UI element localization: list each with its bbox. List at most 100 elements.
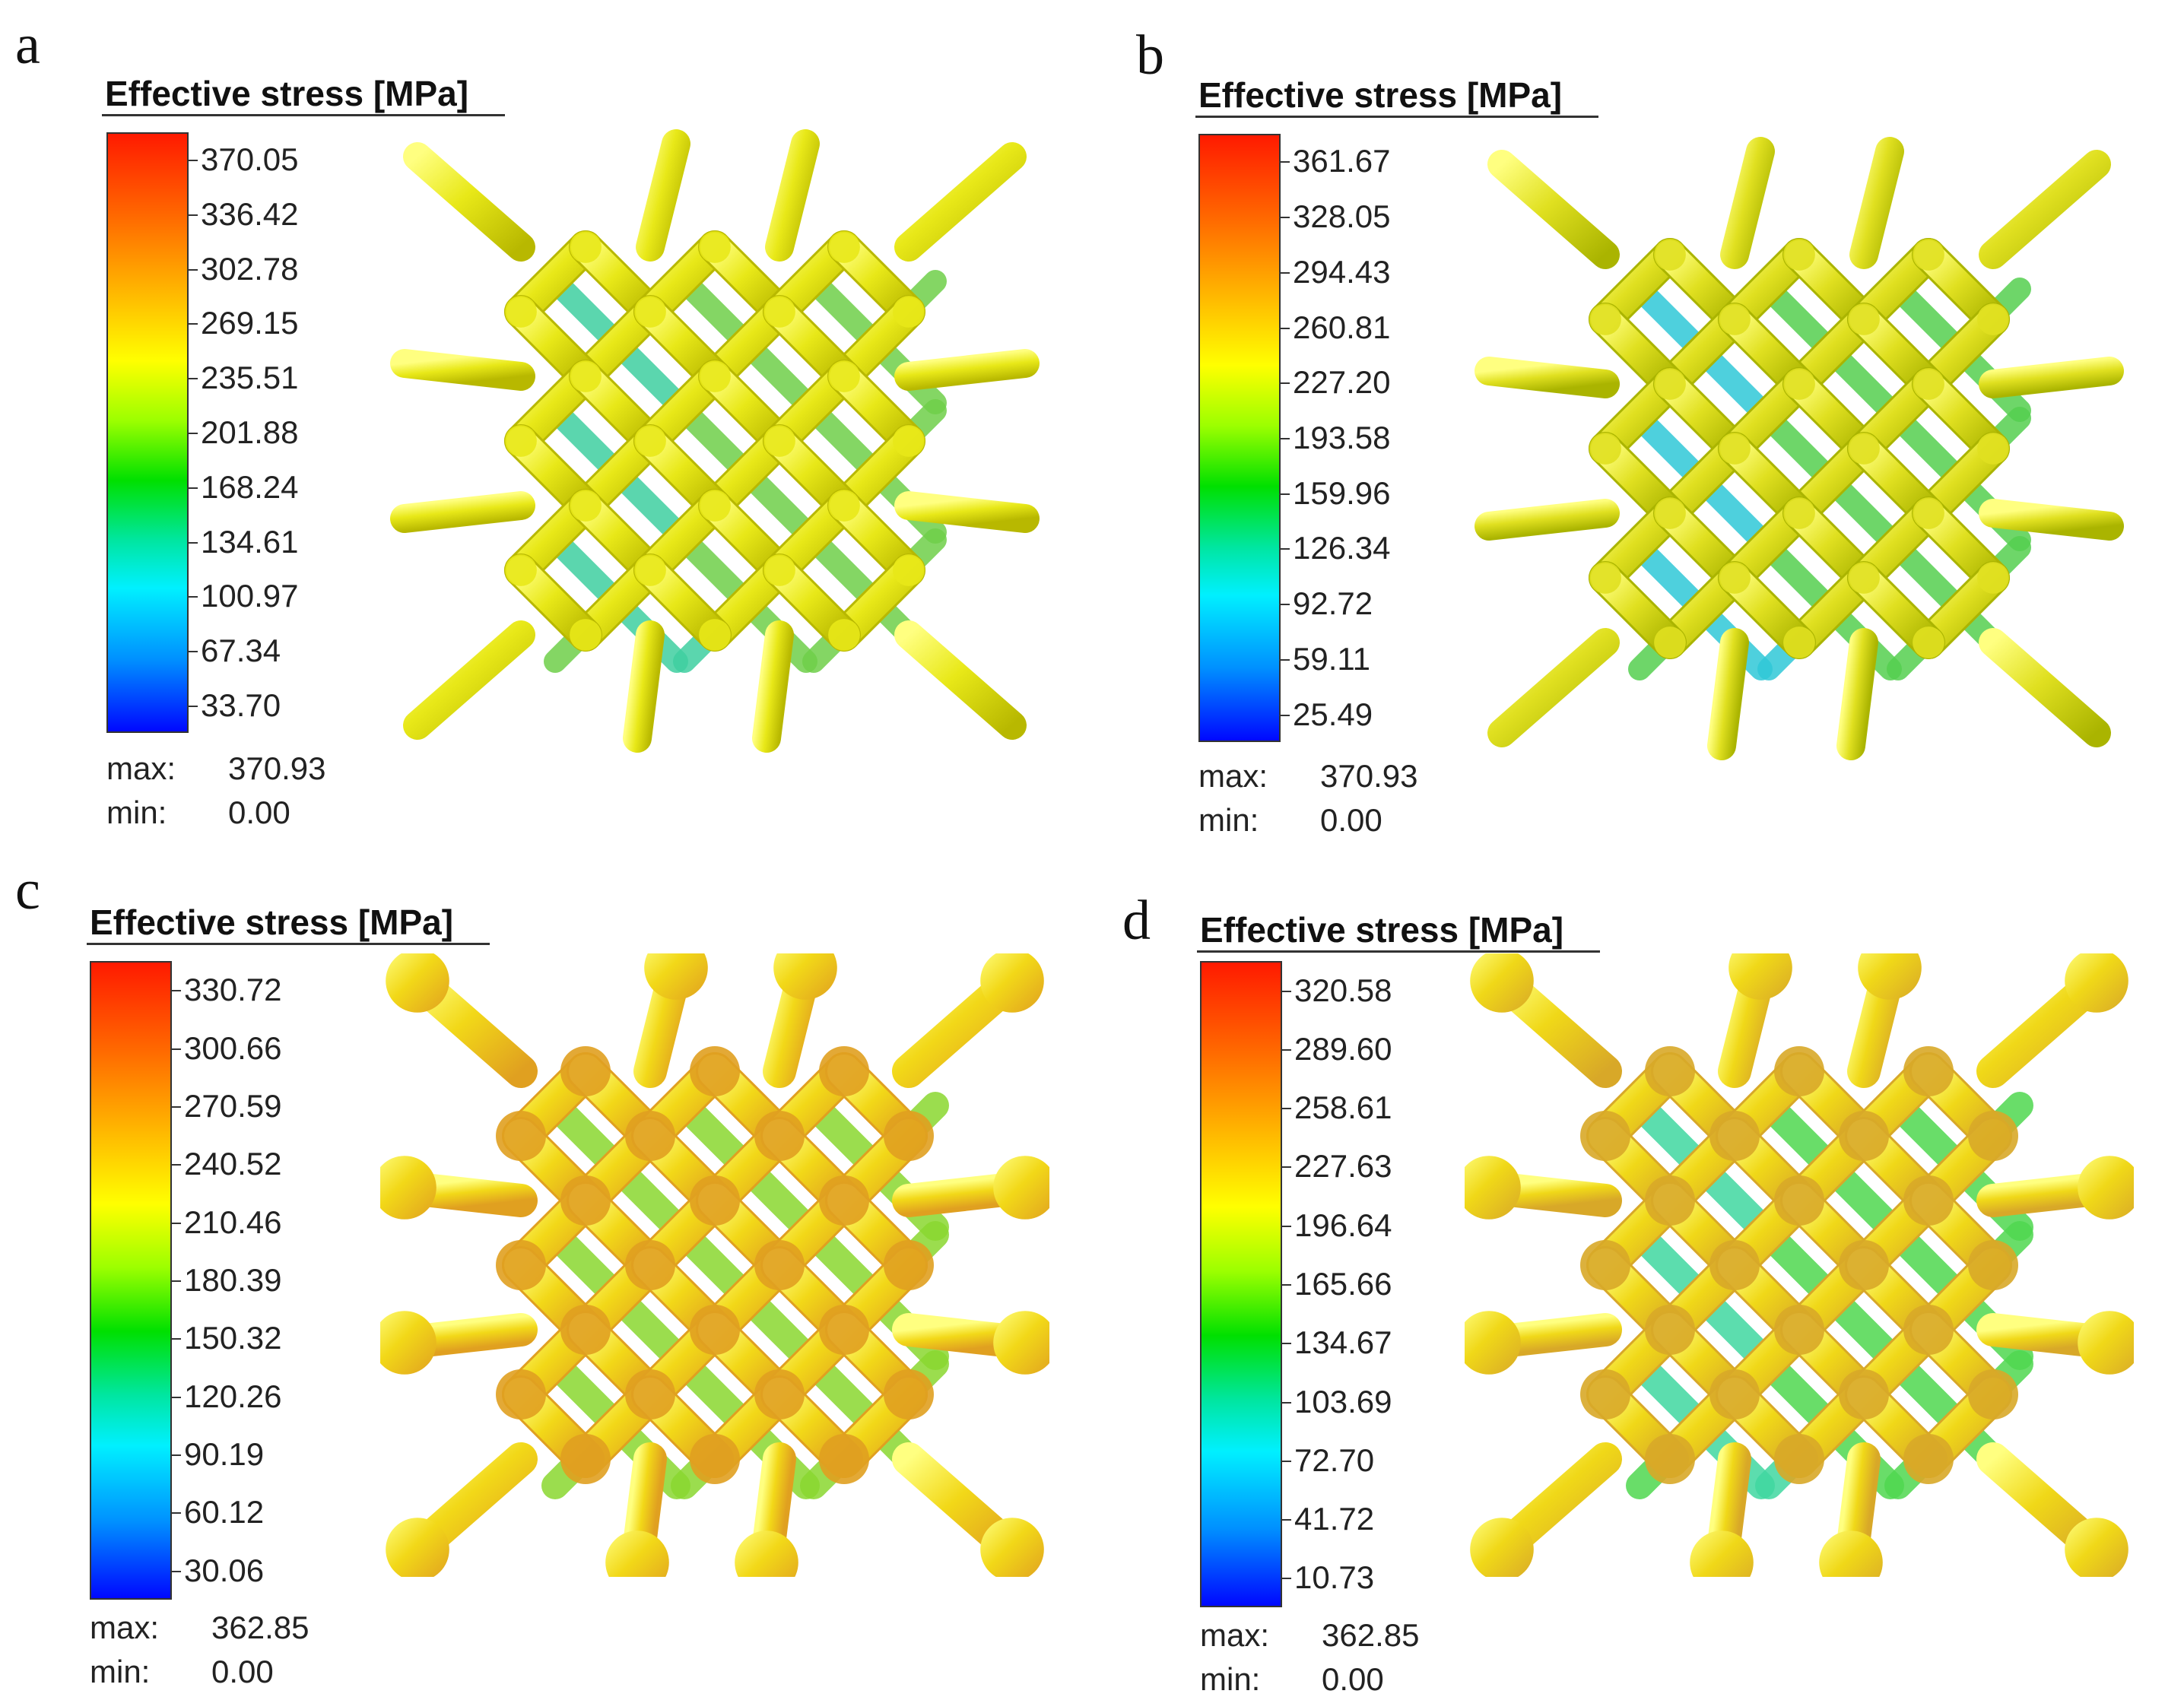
colorbar-tick-label: 60.12 xyxy=(184,1494,265,1530)
strut-node xyxy=(1839,1369,1889,1419)
colorbar-tick-label: 227.20 xyxy=(1293,364,1391,401)
strut-node xyxy=(1719,433,1751,465)
colorbar-tick xyxy=(1281,1401,1291,1404)
strut-bulb xyxy=(1690,1530,1754,1577)
colorbar-tick-label: 330.72 xyxy=(184,972,282,1008)
colorbar-tick-label: 33.70 xyxy=(201,687,281,724)
colorbar-tick-label: 165.66 xyxy=(1294,1266,1392,1302)
outer-strut xyxy=(765,129,820,262)
strut-node xyxy=(1839,1240,1889,1290)
strut-node xyxy=(690,1434,740,1484)
colorbar-tick-label: 103.69 xyxy=(1294,1383,1392,1419)
strut-bulb xyxy=(1465,1156,1521,1220)
colorbar-tick xyxy=(1281,1578,1291,1580)
outer-strut xyxy=(390,491,535,533)
strut-node xyxy=(690,1046,740,1096)
colorbar-tick xyxy=(170,1512,181,1515)
colorbar-tick-label: 25.49 xyxy=(1293,696,1373,732)
strut-node xyxy=(1839,1111,1889,1161)
colorbar-tick xyxy=(170,1105,181,1108)
colorbar-tick-label: 300.66 xyxy=(184,1029,282,1066)
strut-bulb xyxy=(1470,1518,1534,1577)
strut-node xyxy=(1968,1111,2018,1161)
legend-title: Effective stress [MPa] xyxy=(1200,910,1564,950)
colorbar-tick xyxy=(1281,1519,1291,1521)
min-label: min: xyxy=(1200,1661,1261,1697)
strut-node xyxy=(1913,368,1944,400)
strut-node xyxy=(1654,239,1686,271)
panel-c: c Effective stress [MPa] 330.72 300.66 270.5… xyxy=(0,824,1092,1688)
strut-node xyxy=(625,1240,675,1290)
strut-node xyxy=(1589,303,1621,335)
min-label: min: xyxy=(106,795,167,830)
strut-node xyxy=(1977,303,2009,335)
colorbar-tick-label: 361.67 xyxy=(1293,143,1391,179)
strut-node xyxy=(884,1369,934,1419)
outer-strut xyxy=(403,142,535,262)
strut-node xyxy=(560,1175,611,1226)
strut-node xyxy=(1913,239,1944,271)
strut-bulb xyxy=(1858,953,1922,1000)
strut-node xyxy=(625,1369,675,1419)
lattice-render xyxy=(380,953,1049,1577)
strut-bulb xyxy=(980,953,1044,1013)
colorbar-tick-label: 150.32 xyxy=(184,1320,282,1356)
colorbar-tick-label: 92.72 xyxy=(1293,585,1373,622)
strut-node xyxy=(893,425,925,457)
strut-node xyxy=(1774,1046,1824,1096)
colorbar-tick-label: 235.51 xyxy=(201,360,299,396)
colorbar-tick xyxy=(1279,604,1290,606)
strut-node xyxy=(884,1111,934,1161)
outer-strut xyxy=(623,620,665,753)
outer-strut xyxy=(390,349,535,391)
legend-underline xyxy=(1197,950,1600,953)
colorbar-tick xyxy=(170,1570,181,1572)
strut-node xyxy=(754,1240,805,1290)
outer-strut xyxy=(894,349,1040,391)
strut-node xyxy=(819,1175,869,1226)
strut-bulb xyxy=(980,1518,1044,1577)
outer-strut xyxy=(894,491,1040,533)
colorbar-tick xyxy=(1281,1460,1291,1462)
outer-strut xyxy=(1475,499,1620,541)
strut-node xyxy=(1709,1369,1760,1419)
colorbar-tick-label: 67.34 xyxy=(201,633,281,669)
outer-strut xyxy=(894,620,1027,740)
strut-bulb xyxy=(2078,1156,2134,1220)
colorbar-tick xyxy=(187,596,198,598)
strut-node xyxy=(828,360,860,392)
colorbar-tick-label: 258.61 xyxy=(1294,1090,1392,1126)
outer-strut xyxy=(1707,628,1749,760)
outer-strut xyxy=(1475,357,1620,398)
strut-node xyxy=(763,425,795,457)
colorbar-tick xyxy=(1279,327,1290,329)
outer-strut xyxy=(403,620,535,740)
strut-node xyxy=(699,360,731,392)
panel-b: b Effective stress [MPa] 361.67 328.05 294.4… xyxy=(1092,0,2184,836)
strut-node xyxy=(560,1046,611,1096)
panel-d: d Effective stress [MPa] 320.58 289.60 258.6… xyxy=(1092,824,2184,1695)
colorbar-tick-label: 72.70 xyxy=(1294,1442,1375,1478)
colorbar-tick xyxy=(170,1164,181,1166)
strut-bulb xyxy=(1470,953,1534,1013)
min-value: 0.00 xyxy=(1322,1661,1384,1697)
legend-title: Effective stress [MPa] xyxy=(105,74,469,113)
colorbar-tick xyxy=(1279,714,1290,716)
colorbar-tick-label: 336.42 xyxy=(201,195,299,232)
panel-label: c xyxy=(15,859,40,921)
min-value: 0.00 xyxy=(1320,802,1382,838)
colorbar-tick xyxy=(187,541,198,544)
strut-node xyxy=(1774,1305,1824,1355)
strut-node xyxy=(1774,1434,1824,1484)
colorbar-tick-label: 134.61 xyxy=(201,523,299,560)
strut-bulb xyxy=(380,1156,436,1220)
colorbar-tick xyxy=(187,487,198,489)
colorbar-tick-label: 41.72 xyxy=(1294,1501,1375,1537)
strut-node xyxy=(763,554,795,586)
colorbar-tick xyxy=(170,990,181,992)
colorbar-tick-label: 100.97 xyxy=(201,578,299,614)
strut-node xyxy=(1589,562,1621,594)
legend-underline xyxy=(102,114,505,116)
strut-node xyxy=(884,1240,934,1290)
strut-bulb xyxy=(380,1311,436,1375)
